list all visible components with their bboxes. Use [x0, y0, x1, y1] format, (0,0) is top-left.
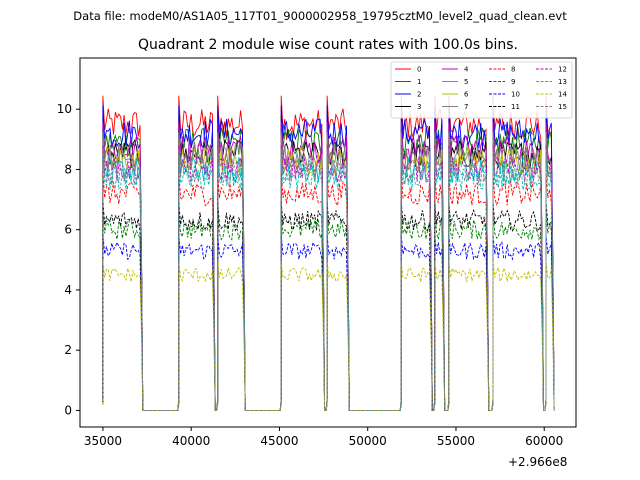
legend-label-1: 1: [417, 78, 421, 86]
x-tick-label: 50000: [349, 434, 387, 448]
axes-layer: 35000 40000 45000 50000 55000 60000 0 2 4 6 8 10: [57, 102, 564, 448]
legend-label-9: 9: [511, 78, 515, 86]
y-tick-label: 2: [64, 343, 72, 357]
legend-label-13: 13: [558, 78, 567, 86]
chart-title: Quadrant 2 module wise count rates with …: [138, 37, 518, 53]
series-line-13: [102, 155, 555, 411]
legend-box: [390, 61, 573, 119]
legend-label-5: 5: [464, 78, 468, 86]
series-line-0: [102, 95, 555, 411]
series-line-9: [102, 211, 555, 411]
x-tick-label: 55000: [437, 434, 475, 448]
legend-label-14: 14: [558, 91, 567, 99]
series-line-7: [102, 132, 555, 411]
legend-label-6: 6: [464, 91, 469, 99]
y-tick-label: 0: [64, 403, 72, 417]
legend-label-2: 2: [417, 91, 421, 99]
legend-label-10: 10: [511, 91, 520, 99]
y-tick-label: 4: [64, 283, 72, 297]
x-tick-label: 35000: [84, 434, 122, 448]
y-tick-label: 8: [64, 162, 72, 176]
y-tick-label: 6: [64, 223, 72, 237]
series-line-8: [102, 171, 555, 411]
legend-label-4: 4: [464, 66, 469, 74]
legend-label-8: 8: [511, 66, 515, 74]
x-tick-label: 45000: [260, 434, 298, 448]
series-layer: [102, 95, 555, 411]
legend-label-15: 15: [558, 103, 567, 111]
series-line-11: [102, 201, 555, 411]
plot-frame: [79, 57, 577, 428]
legend-label-12: 12: [558, 66, 567, 74]
y-tick-label: 10: [57, 102, 72, 116]
series-line-15: [102, 148, 555, 411]
series-line-10: [102, 234, 555, 411]
data-file-header: Data file: modeM0/AS1A05_117T01_90000029…: [73, 9, 567, 23]
legend-label-0: 0: [417, 66, 421, 74]
legend-label-7: 7: [464, 103, 468, 111]
x-tick-label: 60000: [525, 434, 563, 448]
x-offset-label: +2.966e8: [508, 455, 567, 469]
series-line-14: [102, 261, 555, 411]
series-line-2: [102, 105, 555, 411]
legend-label-3: 3: [417, 103, 421, 111]
x-tick-label: 40000: [172, 434, 210, 448]
legend-label-11: 11: [511, 103, 520, 111]
